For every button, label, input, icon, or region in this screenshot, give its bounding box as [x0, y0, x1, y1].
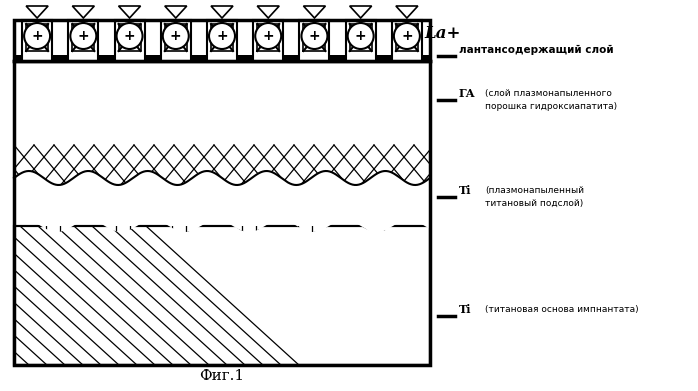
Polygon shape — [258, 6, 279, 18]
Circle shape — [70, 23, 96, 49]
Text: (титановая основа импнантата): (титановая основа импнантата) — [485, 305, 639, 314]
Text: порошка гидроксиапатита): порошка гидроксиапатита) — [485, 102, 617, 111]
Bar — [14, 55, 430, 61]
Text: Ti: Ti — [459, 304, 472, 315]
Text: +: + — [262, 29, 274, 43]
Text: ГА: ГА — [459, 88, 475, 99]
Circle shape — [209, 23, 235, 49]
Polygon shape — [350, 6, 371, 18]
Text: Фиг.1: Фиг.1 — [200, 369, 244, 383]
Circle shape — [348, 23, 373, 49]
Bar — [68, 20, 98, 61]
Circle shape — [163, 23, 188, 49]
Text: Ti: Ti — [459, 185, 472, 196]
Polygon shape — [396, 6, 418, 18]
Bar — [14, 226, 430, 365]
Text: +: + — [355, 29, 366, 43]
Polygon shape — [73, 6, 94, 18]
Bar — [114, 20, 144, 61]
Circle shape — [117, 23, 142, 49]
Text: +: + — [124, 29, 135, 43]
Circle shape — [302, 23, 327, 49]
Polygon shape — [119, 6, 140, 18]
Text: +: + — [170, 29, 181, 43]
Bar — [14, 20, 430, 365]
Text: лантансодержащий слой: лантансодержащий слой — [459, 45, 614, 55]
Bar — [161, 20, 191, 61]
Text: титановый подслой): титановый подслой) — [485, 199, 584, 208]
Bar — [253, 20, 283, 61]
Polygon shape — [14, 61, 430, 185]
Text: +: + — [77, 29, 89, 43]
Text: (плазмонапыленный: (плазмонапыленный — [485, 186, 584, 195]
Text: +: + — [401, 29, 413, 43]
Text: (слой плазмонапыленного: (слой плазмонапыленного — [485, 89, 612, 98]
Text: +: + — [31, 29, 43, 43]
Polygon shape — [211, 6, 233, 18]
Text: +: + — [309, 29, 320, 43]
Polygon shape — [165, 6, 187, 18]
Bar — [346, 20, 376, 61]
Bar — [14, 226, 430, 365]
Circle shape — [394, 23, 420, 49]
Bar — [207, 20, 237, 61]
Bar — [392, 20, 422, 61]
Text: La+: La+ — [425, 25, 461, 41]
Text: +: + — [216, 29, 228, 43]
Polygon shape — [14, 171, 430, 232]
Circle shape — [24, 23, 50, 49]
Bar — [22, 20, 52, 61]
Polygon shape — [304, 6, 325, 18]
Bar — [299, 20, 329, 61]
Polygon shape — [26, 6, 48, 18]
Circle shape — [255, 23, 281, 49]
